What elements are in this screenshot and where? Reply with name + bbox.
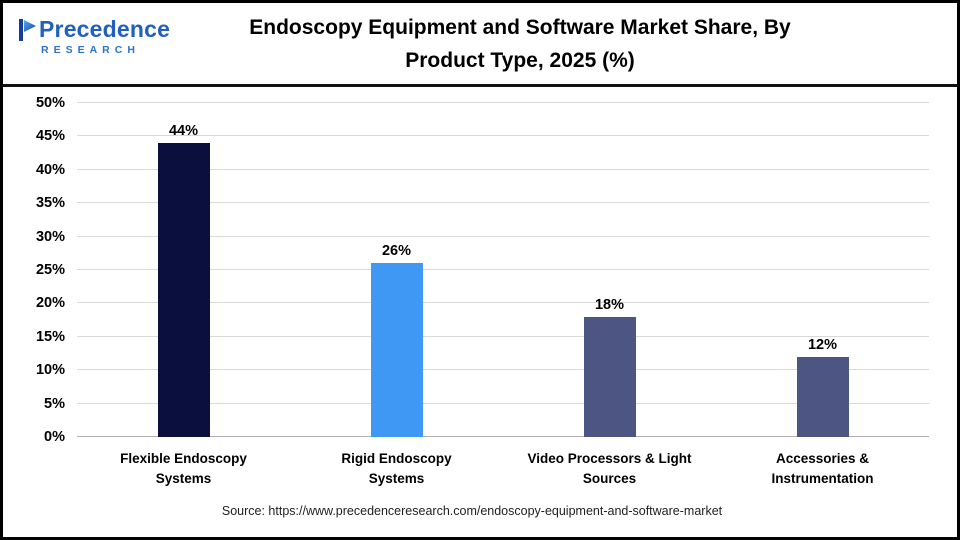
source-text: Source: https://www.precedenceresearch.c…: [221, 504, 723, 519]
chart-title: Endoscopy Equipment and Software Market …: [3, 11, 957, 77]
y-tick-label: 0%: [44, 429, 65, 445]
y-axis: 0% 5% 10% 15% 20% 25% 30% 35% 40% 45% 50%: [15, 95, 77, 445]
bar-column: 44%: [77, 103, 290, 437]
gridline: [77, 369, 929, 371]
logo-name: Precedence: [39, 16, 171, 42]
x-category-label: Rigid Endoscopy Systems: [341, 451, 452, 486]
bars-row: 44% 26% 18% 12%: [77, 103, 929, 437]
bar-column: 26%: [290, 103, 503, 437]
chart-area: 0% 5% 10% 15% 20% 25% 30% 35% 40% 45% 50% 44% 26% 18…: [3, 87, 957, 537]
y-tick-label: 40%: [35, 161, 65, 178]
y-tick-label: 10%: [35, 362, 65, 379]
gridline: [77, 168, 929, 170]
logo-subtitle: RESEARCH: [41, 44, 140, 56]
bar: [370, 263, 423, 437]
bar-value-label: 26%: [381, 243, 412, 260]
logo-triangle-icon: [19, 18, 36, 41]
bar: [583, 316, 636, 437]
y-tick-label: 50%: [35, 95, 65, 111]
y-tick-label: 45%: [35, 128, 65, 145]
gridline: [77, 269, 929, 270]
bar: [796, 356, 849, 437]
chart-title-line2: Product Type, 2025 (%): [405, 48, 635, 72]
plot-row: 0% 5% 10% 15% 20% 25% 30% 35% 40% 45% 50% 44% 26% 18…: [15, 95, 929, 445]
gridline: [77, 402, 929, 404]
bar-column: 12%: [716, 103, 929, 437]
gridline: [77, 335, 929, 337]
x-axis-line: [77, 436, 929, 437]
y-tick-label: 15%: [35, 328, 65, 345]
y-tick-label: 30%: [35, 228, 65, 245]
bar-value-label: 12%: [807, 336, 838, 353]
bar-value-label: 18%: [594, 296, 625, 313]
chart-title-line1: Endoscopy Equipment and Software Market …: [249, 15, 791, 39]
bar: [157, 143, 210, 437]
y-tick-label: 35%: [35, 195, 65, 212]
gridline: [77, 202, 929, 204]
x-category-label: Accessories & Instrumentation: [771, 451, 874, 486]
gridline: [77, 102, 929, 103]
categories-row: Flexible Endoscopy Systems Rigid Endoscop…: [77, 449, 929, 488]
x-category-label: Flexible Endoscopy Systems: [120, 451, 247, 486]
bar-column: 18%: [503, 103, 716, 437]
bar-value-label: 44%: [168, 123, 199, 140]
brand-logo: Precedence RESEARCH: [19, 16, 170, 56]
x-category-label: Video Processors & Light Sources: [527, 451, 692, 486]
y-tick-label: 5%: [44, 395, 65, 412]
gridline: [77, 135, 929, 137]
logo-top-row: Precedence: [19, 16, 170, 43]
y-tick-label: 20%: [35, 295, 65, 312]
y-tick-label: 25%: [35, 262, 65, 278]
gridline: [77, 302, 929, 304]
gridline: [77, 235, 929, 237]
header: Precedence RESEARCH Endoscopy Equipment …: [3, 3, 957, 87]
plot-area: 44% 26% 18% 12%: [77, 102, 929, 437]
